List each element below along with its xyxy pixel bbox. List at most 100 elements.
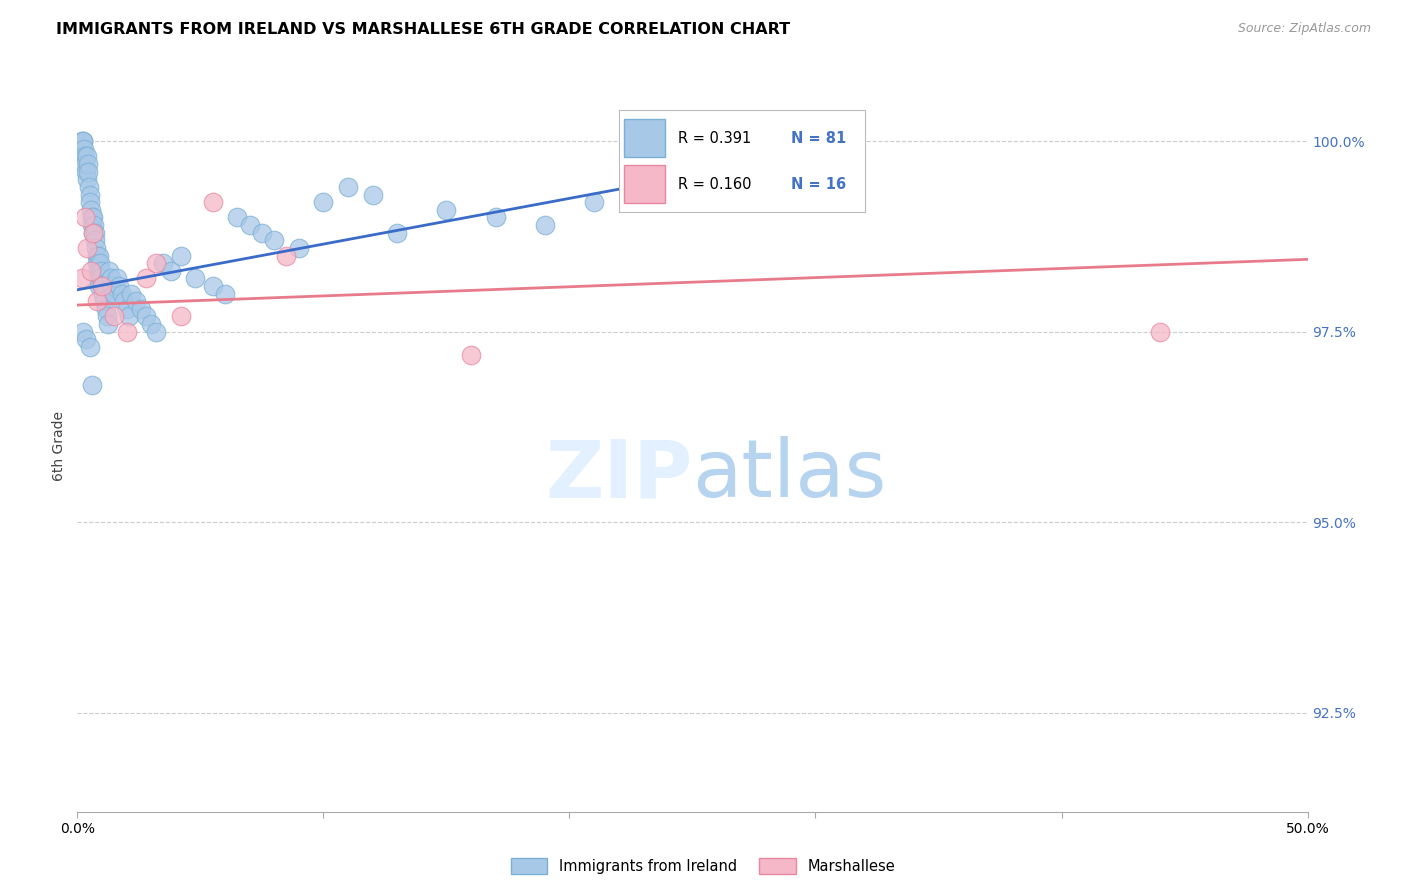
Point	[361, 187, 384, 202]
Point	[82, 226, 104, 240]
Point	[76, 172, 98, 186]
Text: R = 0.160: R = 0.160	[678, 177, 751, 192]
Point	[135, 271, 157, 285]
Point	[312, 195, 335, 210]
Point	[75, 157, 97, 171]
Point	[75, 164, 97, 178]
Point	[82, 226, 104, 240]
Point	[682, 172, 704, 186]
Point	[91, 286, 114, 301]
Point	[112, 294, 135, 309]
Point	[105, 271, 128, 285]
Point	[115, 325, 138, 339]
Legend: Immigrants from Ireland, Marshallese: Immigrants from Ireland, Marshallese	[505, 852, 901, 880]
Text: N = 81: N = 81	[790, 131, 846, 145]
Point	[93, 294, 115, 309]
Point	[77, 164, 100, 178]
Point	[87, 271, 110, 285]
Point	[76, 241, 98, 255]
Point	[633, 180, 655, 194]
Point	[115, 301, 138, 316]
Point	[534, 218, 557, 232]
Point	[84, 241, 107, 255]
Point	[90, 279, 114, 293]
Point	[72, 134, 94, 148]
Point	[201, 279, 224, 293]
Point	[170, 310, 193, 324]
Point	[1149, 325, 1171, 339]
Point	[460, 347, 482, 361]
Point	[141, 317, 163, 331]
Point	[288, 241, 311, 255]
Point	[82, 218, 104, 232]
Point	[337, 180, 360, 194]
Point	[583, 195, 606, 210]
Point	[70, 134, 93, 148]
Point	[226, 211, 249, 225]
Point	[108, 279, 131, 293]
Point	[79, 195, 101, 210]
Point	[70, 149, 93, 163]
Point	[263, 233, 285, 247]
Y-axis label: 6th Grade: 6th Grade	[52, 411, 66, 481]
Point	[87, 279, 110, 293]
Point	[83, 226, 105, 240]
Point	[73, 149, 96, 163]
Text: N = 16: N = 16	[790, 177, 846, 192]
Point	[72, 134, 94, 148]
Point	[70, 142, 93, 156]
Point	[98, 264, 121, 278]
Point	[160, 264, 183, 278]
Text: atlas: atlas	[693, 436, 887, 515]
Point	[82, 378, 104, 392]
Point	[73, 142, 96, 156]
Point	[84, 233, 107, 247]
Point	[436, 202, 458, 217]
Point	[89, 256, 111, 270]
Text: IMMIGRANTS FROM IRELAND VS MARSHALLESE 6TH GRADE CORRELATION CHART: IMMIGRANTS FROM IRELAND VS MARSHALLESE 6…	[56, 22, 790, 37]
Point	[276, 248, 298, 262]
Point	[86, 294, 108, 309]
Point	[145, 256, 167, 270]
Text: Source: ZipAtlas.com: Source: ZipAtlas.com	[1237, 22, 1371, 36]
Point	[101, 279, 124, 293]
Point	[70, 271, 93, 285]
Point	[79, 187, 101, 202]
Point	[125, 294, 148, 309]
Point	[100, 271, 122, 285]
Point	[76, 157, 98, 171]
Point	[250, 226, 273, 240]
Point	[145, 325, 167, 339]
Point	[86, 264, 108, 278]
Point	[80, 264, 103, 278]
Point	[184, 271, 207, 285]
Point	[90, 264, 112, 278]
Point	[121, 286, 143, 301]
Point	[387, 226, 409, 240]
Point	[90, 279, 114, 293]
Text: R = 0.391: R = 0.391	[678, 131, 751, 145]
Point	[76, 149, 98, 163]
Point	[135, 310, 157, 324]
Point	[83, 218, 105, 232]
Point	[80, 202, 103, 217]
Point	[239, 218, 262, 232]
Point	[94, 301, 117, 316]
Point	[77, 180, 100, 194]
Point	[90, 271, 112, 285]
Point	[97, 317, 120, 331]
Point	[79, 340, 101, 354]
Point	[80, 211, 103, 225]
Point	[86, 248, 108, 262]
Point	[111, 286, 134, 301]
Point	[485, 211, 508, 225]
FancyBboxPatch shape	[624, 165, 665, 202]
Text: ZIP: ZIP	[546, 436, 693, 515]
Point	[201, 195, 224, 210]
Point	[170, 248, 193, 262]
Point	[103, 310, 125, 324]
Point	[86, 256, 108, 270]
Point	[214, 286, 236, 301]
Point	[96, 310, 118, 324]
Point	[131, 301, 153, 316]
